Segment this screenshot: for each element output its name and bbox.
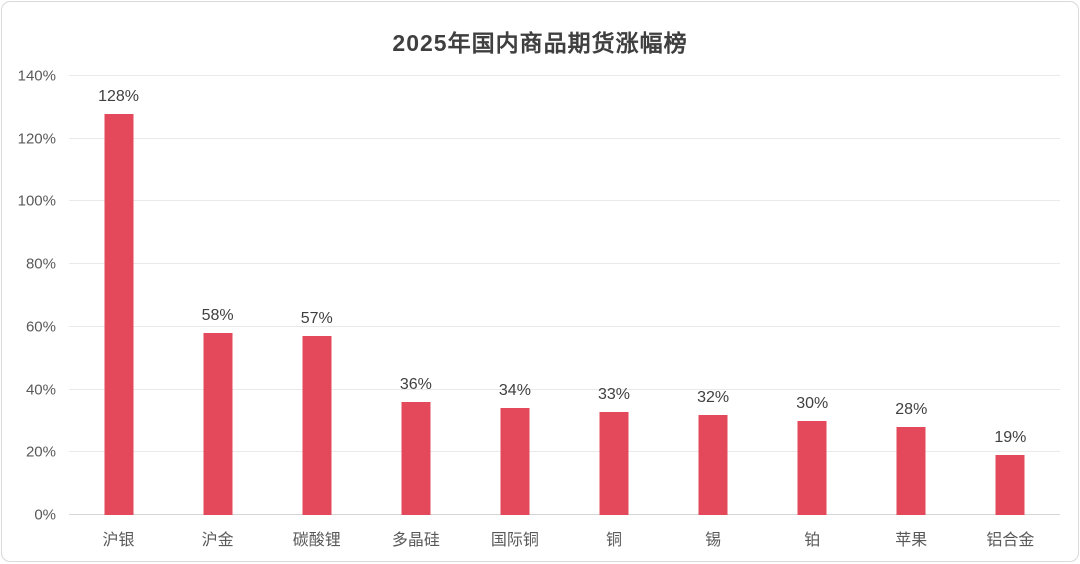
bar-column: 33% 铜	[564, 76, 663, 549]
bar-column: 57% 碳酸锂	[267, 76, 366, 549]
x-axis-category-label: 锡	[705, 532, 722, 549]
bar	[896, 427, 926, 515]
x-axis-category-label: 铝合金	[986, 532, 1035, 549]
data-label: 58%	[201, 307, 234, 325]
bar-column: 36% 多晶硅	[366, 76, 465, 549]
x-axis-category-label: 铜	[606, 532, 623, 549]
bar-column: 128% 沪银	[69, 76, 168, 549]
bar-column: 34% 国际铜	[465, 76, 564, 549]
data-label: 33%	[598, 385, 631, 403]
bar	[599, 411, 629, 515]
y-axis-tick-label: 140%	[17, 67, 56, 85]
bar-column: 58% 沪金	[168, 76, 267, 549]
data-label: 32%	[697, 388, 730, 406]
gridline	[69, 75, 1060, 76]
bar-column: 30% 铂	[763, 76, 862, 549]
gridline	[69, 263, 1060, 265]
gridline	[69, 451, 1060, 453]
bar	[401, 402, 431, 515]
x-axis-category-label: 沪金	[201, 532, 234, 549]
y-axis-tick-label: 20%	[25, 443, 56, 461]
x-axis-category-label: 沪银	[102, 532, 135, 549]
data-label: 28%	[895, 401, 928, 419]
bar	[302, 336, 332, 515]
y-axis-tick-label: 40%	[25, 381, 56, 399]
bar-column: 28% 苹果	[862, 76, 961, 549]
bar	[698, 414, 728, 515]
x-axis-category-label: 铂	[804, 532, 821, 549]
data-label: 34%	[498, 382, 531, 400]
y-axis-tick-label: 60%	[25, 318, 56, 336]
data-label: 128%	[98, 87, 140, 105]
plot-area: 0% 20% 40% 60% 80% 100% 120% 140% 128% 沪银 58% 沪金 57…	[18, 68, 1060, 549]
y-axis-tick-label: 0%	[34, 506, 56, 524]
gridline	[69, 200, 1060, 202]
x-axis-category-label: 多晶硅	[391, 532, 440, 549]
gridline	[69, 388, 1060, 390]
y-axis-tick-label: 120%	[17, 130, 56, 148]
x-axis-category-label: 苹果	[895, 532, 928, 549]
gridline	[69, 137, 1060, 139]
bar-column: 19% 铝合金	[961, 76, 1060, 549]
data-label: 19%	[994, 429, 1027, 447]
data-label: 57%	[300, 310, 333, 328]
bars-container: 128% 沪银 58% 沪金 57% 碳酸锂 36% 多晶硅 34% 国际铜 33% 铜 32% 锡 30%…	[69, 76, 1060, 549]
bar	[104, 113, 134, 515]
bar	[797, 420, 827, 515]
x-axis-category-label: 国际铜	[490, 532, 539, 549]
bar	[203, 333, 233, 515]
y-axis-tick-label: 100%	[17, 192, 56, 210]
data-label: 36%	[399, 376, 432, 394]
chart-title: 2025年国内商品期货涨幅榜	[392, 30, 688, 56]
bar	[995, 455, 1025, 515]
gridline	[69, 514, 1060, 515]
y-axis-tick-label: 80%	[25, 255, 56, 273]
bar	[500, 408, 530, 515]
gridline	[69, 325, 1060, 327]
data-label: 30%	[796, 394, 829, 412]
x-axis-category-label: 碳酸锂	[292, 532, 341, 549]
bar-column: 32% 锡	[664, 76, 763, 549]
